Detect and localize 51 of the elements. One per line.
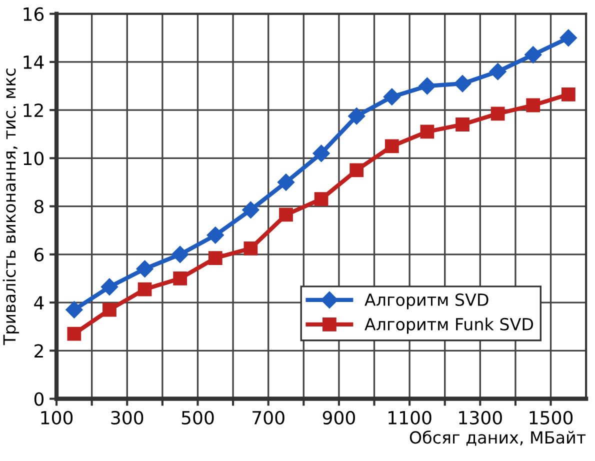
point <box>524 46 542 64</box>
point <box>420 124 434 139</box>
x-axis-title: Обсяг даних, МБайт <box>410 430 586 446</box>
point <box>490 106 505 121</box>
y-tick-label: 10 <box>24 152 44 166</box>
y-tick-label: 4 <box>34 296 44 310</box>
point <box>383 88 400 106</box>
point <box>136 260 154 278</box>
point <box>312 144 330 162</box>
y-tick-label: 2 <box>34 344 43 358</box>
point <box>489 63 506 80</box>
point <box>561 87 576 102</box>
point <box>208 251 222 265</box>
point <box>242 201 260 218</box>
point <box>172 246 189 263</box>
point <box>206 226 224 244</box>
x-tick-label: 1100 <box>388 410 432 425</box>
point <box>454 75 472 92</box>
point <box>138 282 152 296</box>
legend-label: Алгоритм SVD <box>364 293 488 310</box>
point <box>100 278 118 296</box>
x-tick-label: 1300 <box>459 410 502 425</box>
x-tick-label: 900 <box>322 410 355 425</box>
x-tick-label: 300 <box>111 410 144 425</box>
point <box>279 208 293 222</box>
y-tick-label: 14 <box>24 56 44 69</box>
point <box>350 163 364 178</box>
y-tick-label: 6 <box>34 248 44 262</box>
point <box>348 108 366 125</box>
y-tick-label: 0 <box>34 392 44 406</box>
point <box>102 302 116 317</box>
point <box>314 192 328 206</box>
y-axis-title: Тривалість виконання, тис. мкс <box>2 68 19 346</box>
point <box>173 272 188 286</box>
x-tick-label: 1500 <box>530 410 573 425</box>
y-tick-label: 8 <box>34 200 44 214</box>
point <box>418 77 436 95</box>
point <box>384 139 399 154</box>
point <box>66 301 83 318</box>
point <box>526 98 540 112</box>
x-tick-label: 700 <box>252 410 284 425</box>
point <box>67 326 82 341</box>
y-tick-label: 12 <box>24 104 43 117</box>
point <box>560 29 577 46</box>
y-tick-label: 16 <box>24 7 44 21</box>
legend-label: Алгоритм Funk SVD <box>364 318 534 334</box>
point <box>244 241 258 256</box>
x-tick-label: 100 <box>41 410 73 425</box>
x-tick-label: 500 <box>182 410 214 425</box>
point <box>456 118 470 132</box>
point <box>277 174 295 191</box>
